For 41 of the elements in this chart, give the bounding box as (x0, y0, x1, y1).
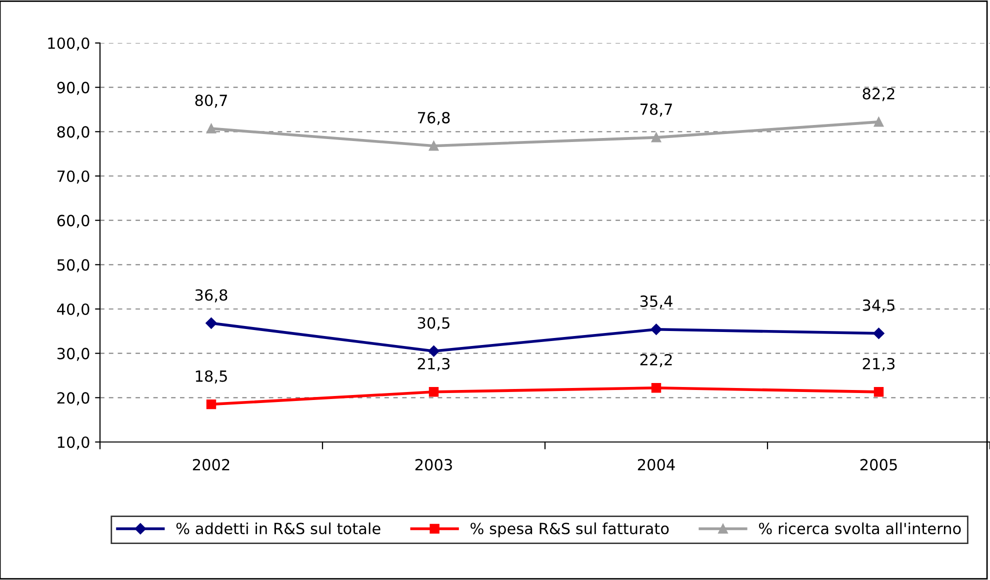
y-tick-label: 90,0 (57, 82, 90, 95)
data-label: 35,4 (640, 295, 672, 309)
x-tick-label: 2004 (638, 458, 675, 470)
data-label: 34,5 (862, 299, 894, 313)
point (651, 132, 662, 142)
y-tick-label: 60,0 (57, 214, 90, 228)
point (651, 383, 662, 393)
point (206, 399, 216, 410)
data-label: 80,7 (195, 94, 227, 108)
y-tick-label: 30,0 (57, 348, 90, 361)
y-tick-label: 50,0 (57, 259, 90, 272)
data-label: 30,5 (418, 317, 450, 330)
y-tick-label: 100,0 (48, 37, 90, 51)
data-label: 22,2 (640, 354, 672, 368)
data-label: 21,3 (862, 358, 895, 372)
data-label: 18,5 (196, 370, 227, 384)
data-label: 82,2 (862, 88, 894, 102)
y-tick-label: 80,0 (57, 126, 90, 140)
y-tick-label: 40,0 (57, 303, 90, 317)
legend-label: % spesa R&S sul fatturato (470, 522, 669, 538)
data-label: 78,7 (640, 103, 672, 117)
legend-label: % addetti in R&S sul totale (176, 522, 380, 534)
data-label: 21,3 (418, 358, 450, 372)
y-tick-label: 20,0 (57, 392, 90, 406)
y-tick-label: 70,0 (58, 170, 90, 184)
data-label: 36,8 (195, 289, 228, 302)
point (873, 328, 884, 339)
point (206, 318, 217, 329)
point (428, 346, 440, 357)
point (650, 324, 662, 335)
point (874, 117, 884, 127)
data-label: 76,8 (418, 112, 450, 126)
legend-label: % ricerca svolta all'interno (758, 522, 961, 534)
point (428, 387, 439, 397)
x-tick-label: 2003 (415, 458, 452, 470)
point (428, 140, 439, 151)
point (206, 124, 216, 134)
x-tick-label: 2005 (860, 458, 897, 470)
point (874, 387, 884, 397)
x-tick-label: 2002 (192, 458, 230, 470)
y-tick-label: 10,0 (58, 436, 90, 450)
